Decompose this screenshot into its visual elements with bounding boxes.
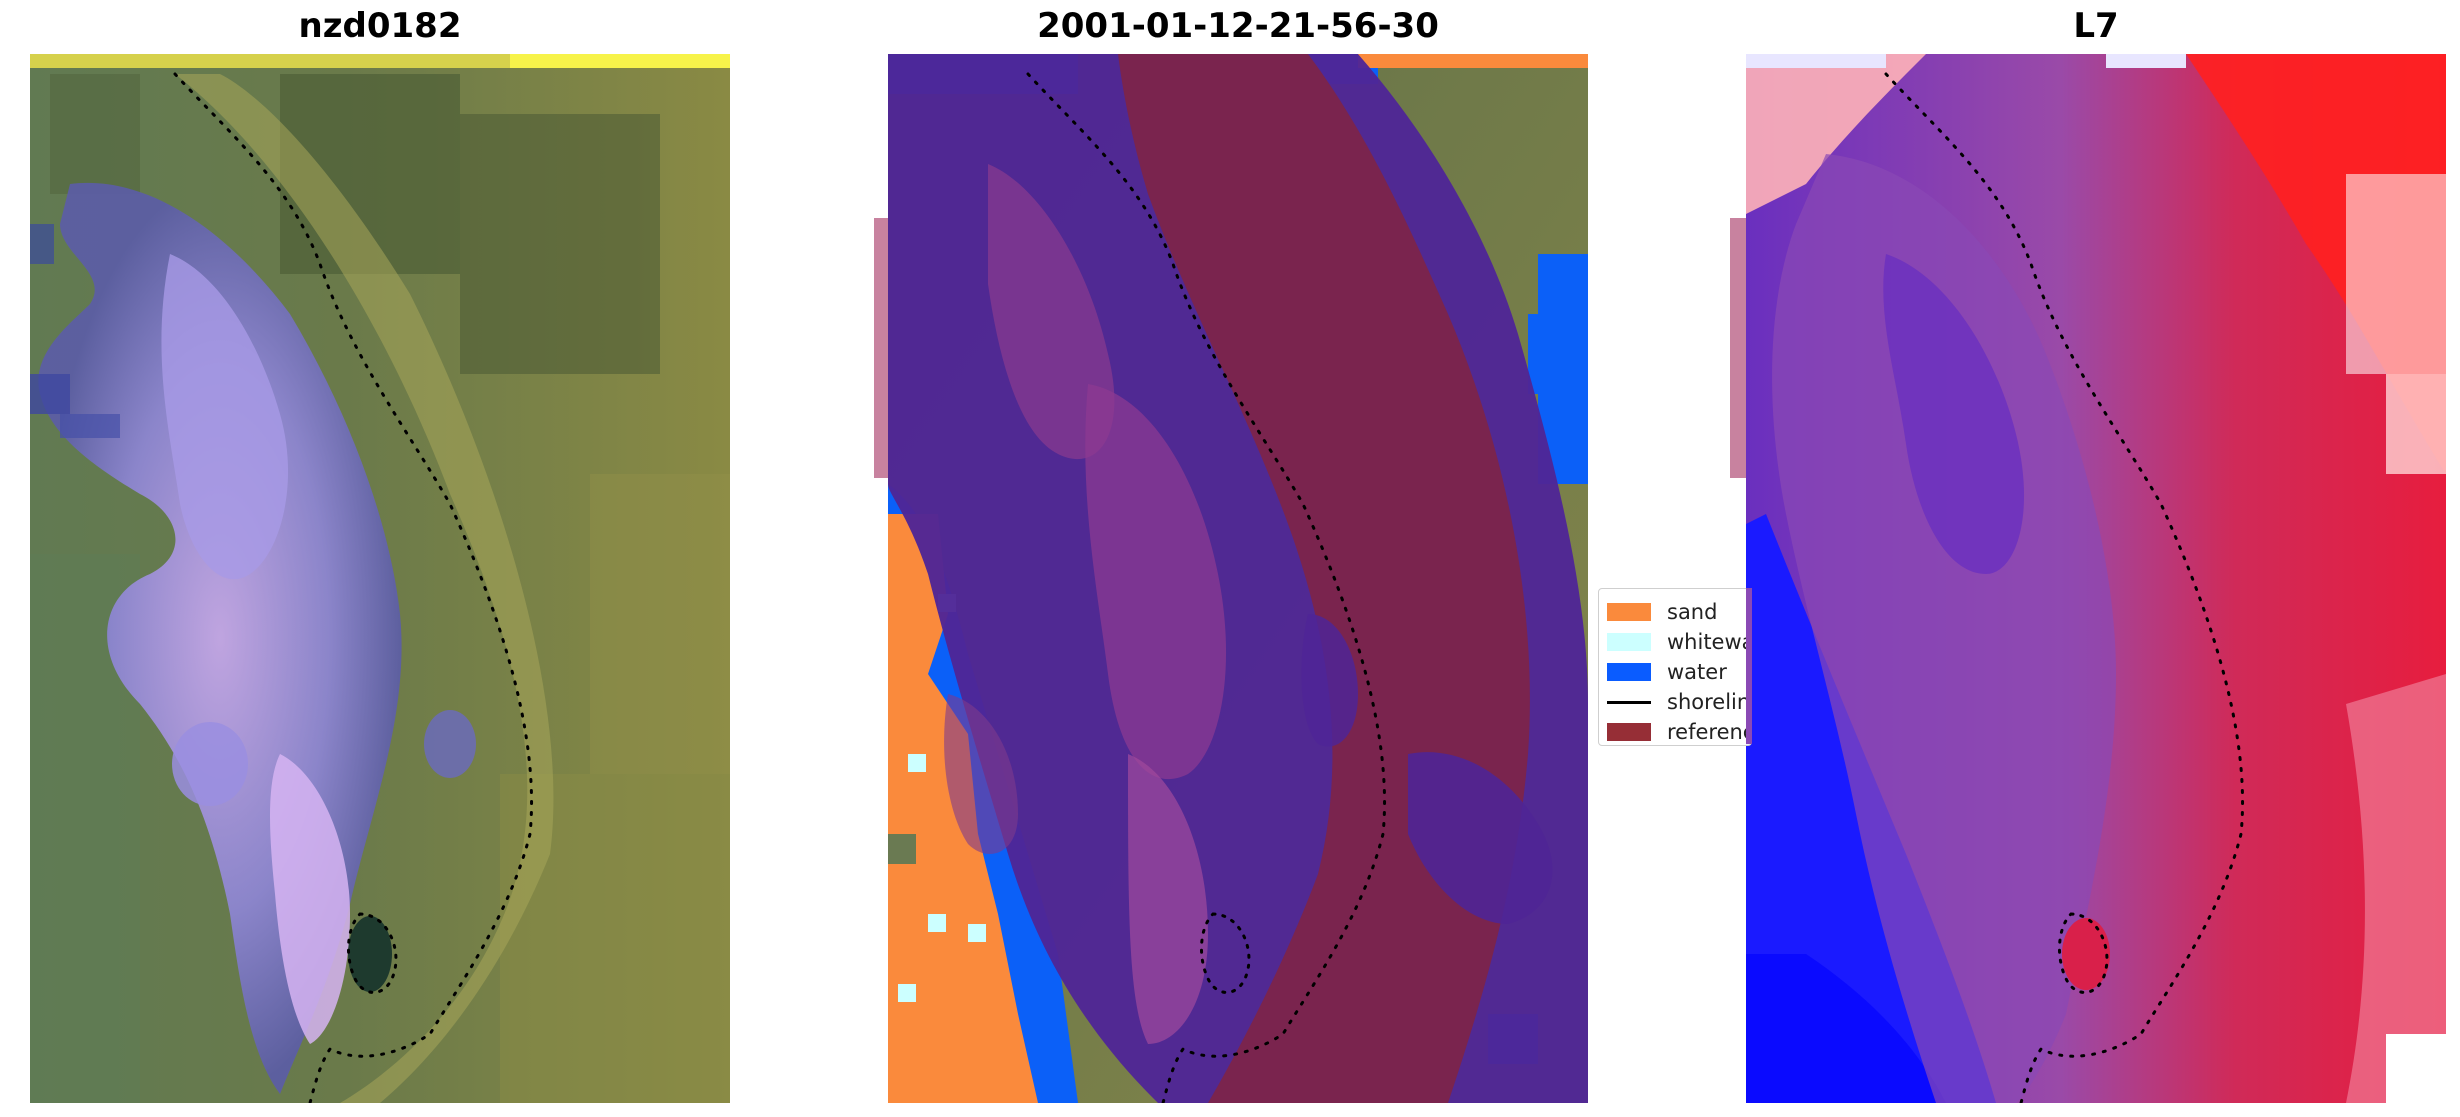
legend-item-sand: sand [1607,599,1717,625]
legend-swatch-whitewater [1607,633,1651,651]
panel-edge-overlap [1746,588,1752,744]
classified-image-panel [888,54,1588,1103]
panel-title-index: L7 [2073,6,2119,46]
shoreline-path [1026,72,1387,1103]
legend-swatch-shoreline [1607,700,1651,704]
shoreline-path [1884,72,2245,1103]
legend-item-shoreline: shoreline [1607,689,1751,715]
legend-swatch-sand [1607,603,1651,621]
legend-item-reference: reference [1607,719,1751,745]
legend: sand whitewater water shoreline referenc… [1598,588,1752,746]
overlay-edge-strip [874,218,890,478]
legend-swatch-water [1607,663,1651,681]
legend-item-water: water [1607,659,1727,685]
classified-image [888,54,1588,1103]
shoreline-path [173,72,534,1103]
legend-label: sand [1667,600,1718,624]
legend-swatch-reference [1607,723,1651,741]
index-image [1746,54,2446,1103]
index-image-panel [1746,54,2446,1103]
legend-label: whitewater [1667,630,1752,654]
legend-item-whitewater: whitewater [1607,629,1752,655]
overlay-edge-strip [1730,218,1748,478]
legend-label: water [1667,660,1727,684]
rgb-image [30,54,730,1103]
legend-label: reference [1667,720,1751,744]
panel-title-classified: 2001-01-12-21-56-30 [1037,6,1439,46]
panel-title-rgb: nzd0182 [298,6,462,46]
rgb-image-panel [30,54,730,1103]
legend-label: shoreline [1667,690,1751,714]
